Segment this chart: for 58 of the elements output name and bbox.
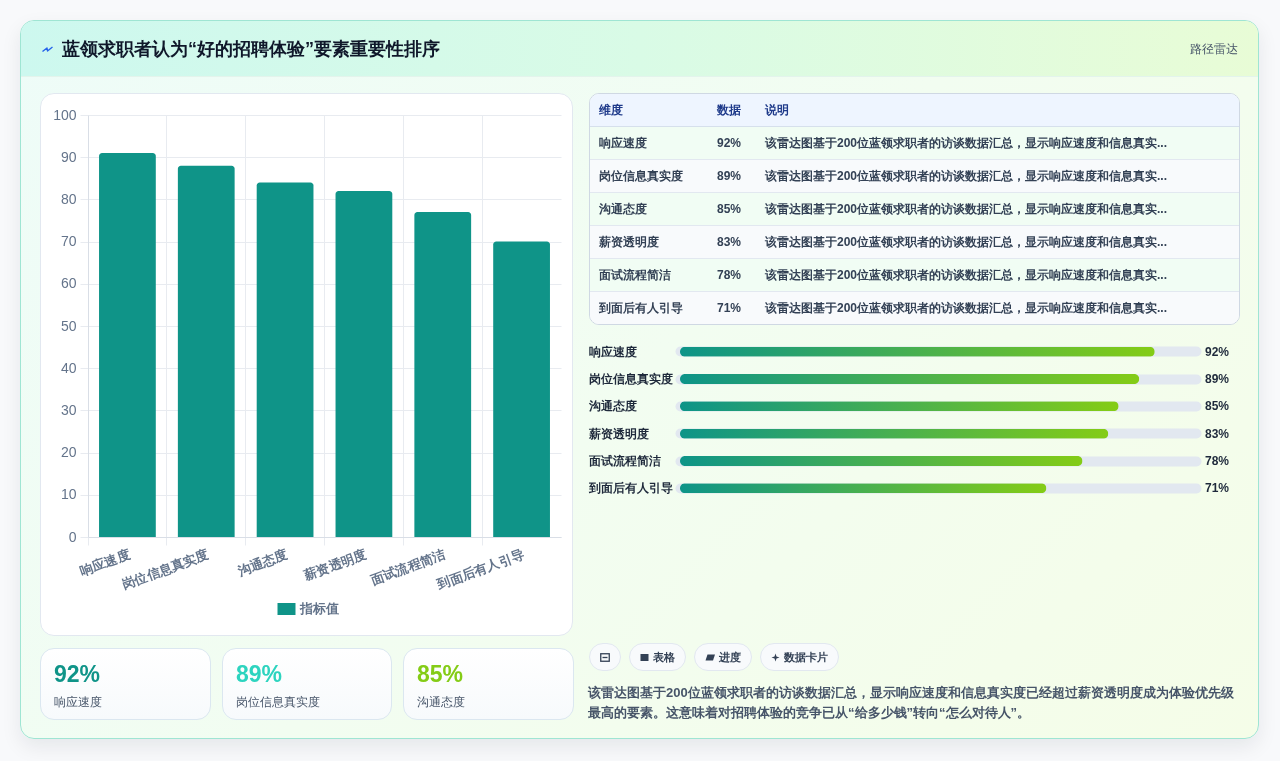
bar bbox=[335, 190, 393, 537]
text: 该雷达图基于200位蓝领求职者的访谈数据汇总，显示响应速度和信息真实... bbox=[756, 258, 1239, 292]
text: 该雷达图基于200位蓝领求职者的访谈数据汇总，显示响应速度和信息真实... bbox=[756, 126, 1239, 160]
data-label: 85% bbox=[1205, 399, 1230, 414]
y-tick-label: 响应速度 bbox=[588, 344, 637, 359]
bar bbox=[177, 165, 235, 537]
data-label: 78% bbox=[1205, 454, 1230, 468]
text: 蓝领求职者认为“好的招聘体验”要素重要性排序 bbox=[62, 38, 440, 61]
bar bbox=[99, 152, 156, 537]
text: 89% bbox=[717, 169, 742, 183]
text: 92% bbox=[717, 136, 742, 150]
y-tick-label: 岗位信息真实度 bbox=[588, 372, 673, 386]
y-tick-label: 80 bbox=[60, 190, 77, 207]
text: 71% bbox=[717, 301, 742, 315]
text: 85% bbox=[717, 202, 742, 216]
y-tick-label: 60 bbox=[60, 275, 77, 292]
text: 85% bbox=[417, 661, 464, 687]
y-tick-label: 薪资透明度 bbox=[587, 426, 649, 441]
category-label: 沟通态度 bbox=[417, 694, 465, 711]
x-tick-label: 薪资透明度 bbox=[301, 546, 369, 584]
y-tick-label: 40 bbox=[60, 359, 77, 376]
data-label: 71% bbox=[1205, 481, 1230, 496]
y-tick-label: 30 bbox=[60, 401, 77, 418]
text: 说明 bbox=[756, 94, 1239, 127]
tab-button: 表格 bbox=[629, 643, 686, 671]
y-tick-label: 到面后有人引导 bbox=[587, 481, 673, 496]
text: 该雷达图基于200位蓝领求职者的访谈数据汇总，显示响应速度和信息真实... bbox=[756, 291, 1239, 324]
bar bbox=[493, 241, 550, 537]
text: 该雷达图基于200位蓝领求职者的访谈数据汇总，显示响应速度和信息真实度已经超过薪资透明度成为体验优先级最高的要素。这意味着对招聘体验的竞争已从“给多少钱”转向“怎么对待人”。 bbox=[588, 684, 1235, 722]
category-label: 岗位信息真实度 bbox=[236, 694, 320, 711]
data-label: 89% bbox=[1205, 372, 1230, 386]
tab-button: 数据卡片 bbox=[760, 643, 839, 671]
bar bbox=[414, 212, 472, 537]
y-tick-label: 0 bbox=[68, 528, 77, 545]
y-tick-label: 100 bbox=[53, 106, 77, 123]
bar bbox=[256, 182, 314, 537]
y-tick-label: 沟通态度 bbox=[587, 399, 637, 414]
text: 路径雷达 bbox=[1190, 41, 1238, 58]
data-label: 83% bbox=[1205, 426, 1230, 441]
text: 数据 bbox=[708, 94, 756, 127]
data-label: 92% bbox=[1205, 344, 1230, 359]
y-tick-label: 面试流程简洁 bbox=[587, 454, 661, 468]
text: 89% bbox=[236, 661, 283, 687]
tab-button: 进度 bbox=[694, 643, 752, 671]
y-tick-label: 20 bbox=[60, 444, 77, 461]
y-tick-label: 90 bbox=[60, 148, 77, 165]
text: 该雷达图基于200位蓝领求职者的访谈数据汇总，显示响应速度和信息真实... bbox=[756, 159, 1239, 193]
x-tick-label: 沟通态度 bbox=[234, 546, 290, 579]
text: 该雷达图基于200位蓝领求职者的访谈数据汇总，显示响应速度和信息真实... bbox=[756, 225, 1239, 259]
text: 该雷达图基于200位蓝领求职者的访谈数据汇总，显示响应速度和信息真实... bbox=[756, 192, 1239, 226]
text: 83% bbox=[717, 235, 742, 249]
y-tick-label: 10 bbox=[60, 486, 77, 503]
legend-label: 指标值 bbox=[298, 601, 339, 616]
text: 维度 bbox=[590, 94, 708, 127]
text: 92% bbox=[54, 661, 101, 687]
y-tick-label: 50 bbox=[60, 317, 77, 334]
y-tick-label: 70 bbox=[60, 233, 77, 250]
text: 78% bbox=[717, 268, 742, 282]
